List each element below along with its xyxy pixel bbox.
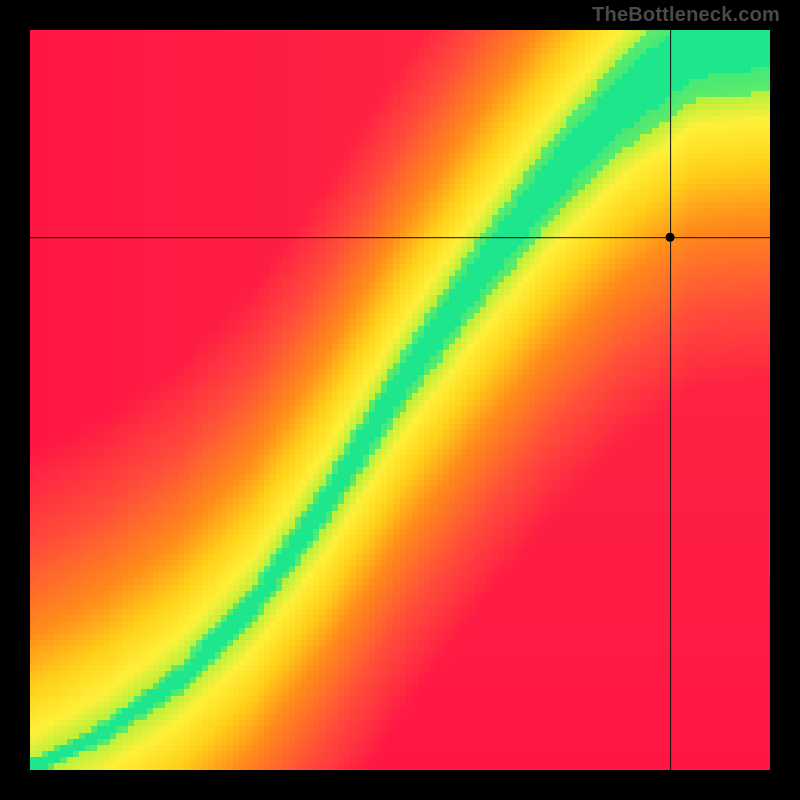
chart-container: TheBottleneck.com (0, 0, 800, 800)
heatmap-plot (30, 30, 770, 770)
watermark-text: TheBottleneck.com (592, 4, 780, 27)
heatmap-canvas (30, 30, 770, 770)
